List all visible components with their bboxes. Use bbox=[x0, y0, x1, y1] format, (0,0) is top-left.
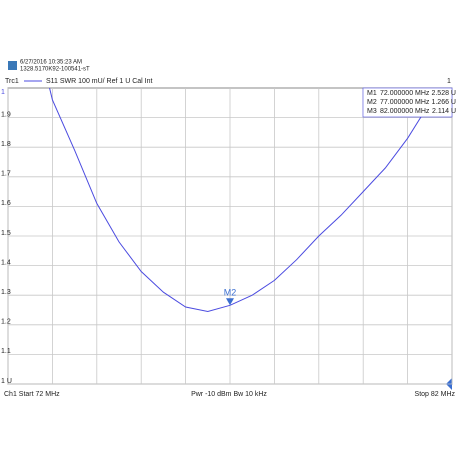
footer-start: Ch1 Start 72 MHz bbox=[4, 391, 60, 398]
y-tick-label: 1 U bbox=[1, 378, 12, 385]
marker-name: M2 bbox=[367, 99, 377, 106]
y-tick-label: 1.2 bbox=[1, 319, 11, 326]
y-tick-label: 1.8 bbox=[1, 141, 11, 148]
marker-freq: 82.000000 MHz bbox=[380, 108, 430, 115]
y-tick-label: 1.9 bbox=[1, 111, 11, 118]
marker-name: M3 bbox=[367, 108, 377, 115]
trace-ref: 1 bbox=[1, 89, 5, 96]
marker-name: M1 bbox=[367, 90, 377, 97]
trace-group bbox=[49, 88, 438, 313]
marker-value: 2.528 U bbox=[431, 90, 456, 97]
serial: 1328.5170K92-100541-sT bbox=[20, 67, 90, 73]
footer-power: Pwr -10 dBm Bw 10 kHz bbox=[191, 391, 267, 398]
timestamp: 6/27/2016 10:35:23 AM bbox=[20, 60, 82, 66]
footer-stop: Stop 82 MHz bbox=[415, 391, 456, 398]
marker-label: M2 bbox=[224, 288, 237, 298]
y-tick-label: 1.4 bbox=[1, 259, 11, 266]
y-tick-label: 1.5 bbox=[1, 230, 11, 237]
y-tick-label: 1.1 bbox=[1, 348, 11, 355]
y-tick-label: 1.6 bbox=[1, 200, 11, 207]
logo bbox=[8, 61, 17, 70]
marker-freq: 72.000000 MHz bbox=[380, 90, 430, 97]
marker-value: 1.266 U bbox=[431, 99, 456, 106]
y-tick-label: 1.3 bbox=[1, 289, 11, 296]
trace-name: Trc1 bbox=[5, 78, 19, 85]
marker-freq: 77.000000 MHz bbox=[380, 99, 430, 106]
marker-table bbox=[362, 87, 453, 118]
trace bbox=[49, 88, 438, 313]
y-tick-label: 1.7 bbox=[1, 171, 11, 178]
marker bbox=[226, 298, 234, 306]
trace-info: S11 SWR 100 mU/ Ref 1 U Cal Int bbox=[46, 78, 153, 85]
trace-number: 1 bbox=[447, 78, 451, 85]
marker-value: 2.114 U bbox=[432, 108, 456, 115]
